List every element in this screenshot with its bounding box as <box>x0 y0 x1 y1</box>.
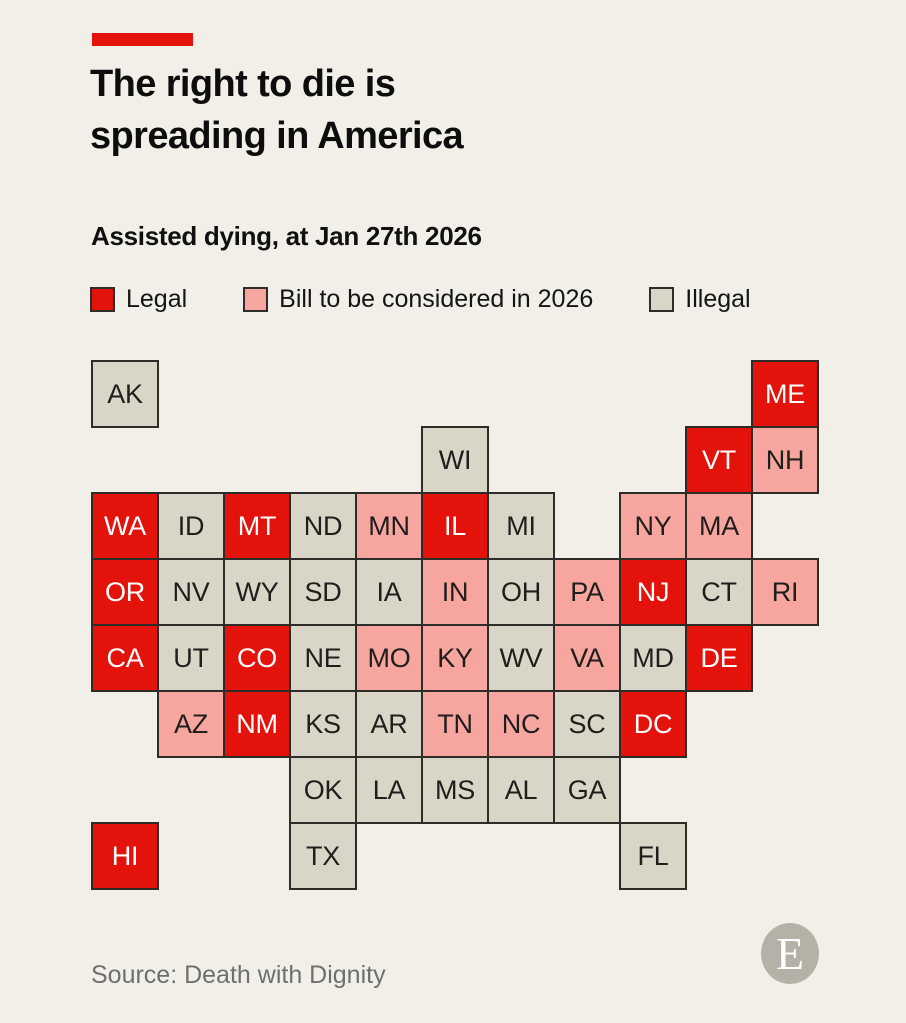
state-tile-dc: DC <box>619 690 687 758</box>
state-tile-wy: WY <box>223 558 291 626</box>
state-tile-id: ID <box>157 492 225 560</box>
state-tile-tx: TX <box>289 822 357 890</box>
page-title: The right to die is spreading in America <box>90 63 464 157</box>
legend-item-bill: Bill to be considered in 2026 <box>243 285 593 314</box>
state-tile-ga: GA <box>553 756 621 824</box>
state-tile-nm: NM <box>223 690 291 758</box>
state-tile-ms: MS <box>421 756 489 824</box>
state-tile-pa: PA <box>553 558 621 626</box>
source-note: Source: Death with Dignity <box>91 961 386 989</box>
state-tile-sd: SD <box>289 558 357 626</box>
state-tile-il: IL <box>421 492 489 560</box>
state-tile-ri: RI <box>751 558 819 626</box>
state-tile-ky: KY <box>421 624 489 692</box>
state-tile-az: AZ <box>157 690 225 758</box>
legend-swatch-bill <box>243 287 269 312</box>
state-tile-ca: CA <box>91 624 159 692</box>
state-tile-md: MD <box>619 624 687 692</box>
legend-item-illegal: Illegal <box>649 285 751 314</box>
state-tile-me: ME <box>751 360 819 428</box>
state-tile-la: LA <box>355 756 423 824</box>
state-tile-de: DE <box>685 624 753 692</box>
legend-label-illegal: Illegal <box>685 285 751 313</box>
state-tile-al: AL <box>487 756 555 824</box>
state-tile-mt: MT <box>223 492 291 560</box>
state-tile-ny: NY <box>619 492 687 560</box>
state-tile-ne: NE <box>289 624 357 692</box>
accent-bar <box>92 33 193 46</box>
state-tile-mn: MN <box>355 492 423 560</box>
economist-logo: E <box>761 923 819 984</box>
state-tile-sc: SC <box>553 690 621 758</box>
state-tile-co: CO <box>223 624 291 692</box>
state-tile-nj: NJ <box>619 558 687 626</box>
state-tile-mo: MO <box>355 624 423 692</box>
chart-subtitle: Assisted dying, at Jan 27th 2026 <box>91 221 482 251</box>
state-tile-nh: NH <box>751 426 819 494</box>
state-tile-oh: OH <box>487 558 555 626</box>
state-tile-in: IN <box>421 558 489 626</box>
state-tile-or: OR <box>91 558 159 626</box>
state-tile-vt: VT <box>685 426 753 494</box>
legend-label-legal: Legal <box>126 285 188 313</box>
economist-logo-letter: E <box>775 927 805 979</box>
state-tile-mi: MI <box>487 492 555 560</box>
legend-label-bill: Bill to be considered in 2026 <box>279 285 594 313</box>
state-tile-wi: WI <box>421 426 489 494</box>
state-tile-wv: WV <box>487 624 555 692</box>
state-tile-ok: OK <box>289 756 357 824</box>
state-tile-fl: FL <box>619 822 687 890</box>
state-tile-ak: AK <box>91 360 159 428</box>
state-tile-wa: WA <box>91 492 159 560</box>
state-tile-ks: KS <box>289 690 357 758</box>
state-tile-ut: UT <box>157 624 225 692</box>
legend-swatch-legal <box>90 287 115 312</box>
state-tile-ar: AR <box>355 690 423 758</box>
state-tile-nv: NV <box>157 558 225 626</box>
legend-item-legal: Legal <box>90 285 187 314</box>
legend-swatch-illegal <box>649 287 675 312</box>
state-tile-ct: CT <box>685 558 753 626</box>
state-tile-ia: IA <box>355 558 423 626</box>
state-tile-nc: NC <box>487 690 555 758</box>
state-tile-nd: ND <box>289 492 357 560</box>
state-tile-ma: MA <box>685 492 753 560</box>
state-tile-tn: TN <box>421 690 489 758</box>
state-tile-va: VA <box>553 624 621 692</box>
legend: Legal Bill to be considered in 2026 Ille… <box>90 285 751 314</box>
state-tile-hi: HI <box>91 822 159 890</box>
